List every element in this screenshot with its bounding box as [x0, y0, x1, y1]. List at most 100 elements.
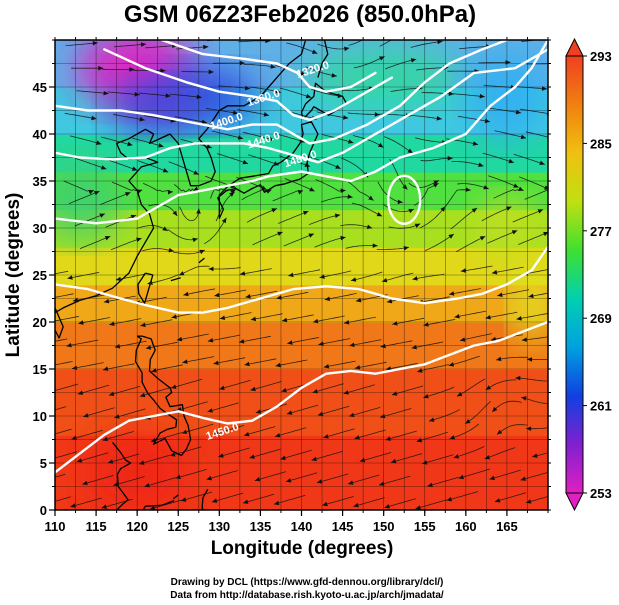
streamline-19: [175, 469, 207, 479]
streamline-arrow-202: [347, 194, 353, 199]
streamline-139: [183, 288, 216, 296]
streamline-arrow-3: [149, 505, 156, 510]
streamline-31: [76, 452, 109, 463]
streamline-37: [280, 449, 312, 460]
streamline-arrow-294: [410, 58, 417, 63]
streamline-183: [167, 229, 198, 241]
streamline-50: [212, 425, 245, 435]
streamline-126: [250, 313, 283, 321]
streamline-198: [179, 206, 200, 222]
streamline-arrow-36: [249, 454, 255, 459]
streamline-arrow-111: [239, 339, 245, 344]
streamline-arrow-243: [206, 144, 212, 149]
streamline-197: [148, 204, 178, 217]
streamline-arrow-65: [207, 408, 213, 413]
streamline-78: [139, 387, 172, 397]
streamline-arrow-99: [354, 365, 361, 370]
streamline-266: [458, 115, 491, 123]
coastline-13: [142, 499, 175, 510]
streamline-arrow-40: [390, 458, 397, 464]
streamline-arrow-186: [303, 210, 309, 216]
streamline-85: [391, 385, 424, 396]
streamline-arrow-291: [300, 71, 306, 76]
streamline-arrow-82: [281, 387, 287, 393]
streamline-arrow-301: [140, 42, 147, 47]
streamline-80: [219, 379, 251, 390]
streamline-307: [317, 43, 350, 50]
streamline-135: [55, 293, 74, 298]
streamline-arrow-24: [348, 480, 354, 485]
streamline-256: [112, 114, 145, 121]
streamline-arrow-26: [427, 482, 433, 488]
streamline-128: [312, 315, 345, 323]
streamline-122: [109, 318, 142, 326]
streamline-arrow-124: [171, 314, 177, 319]
streamline-51: [243, 426, 276, 436]
streamline-arrow-166: [136, 237, 142, 242]
streamline-arrow-121: [78, 320, 84, 325]
streamline-arrow-140: [214, 292, 220, 298]
streamline-arrow-277: [337, 93, 343, 99]
streamline-294: [384, 58, 417, 70]
streamline-232: [310, 156, 341, 170]
x-tick-label-11: 165: [496, 519, 518, 534]
streamline-arrow-211: [136, 189, 143, 194]
streamline-30: [55, 451, 78, 459]
streamline-3: [149, 499, 182, 510]
streamline-arrow-17: [113, 481, 119, 487]
streamline-arrow-142: [276, 295, 282, 300]
streamline-170: [252, 231, 283, 246]
streamline-arrow-19: [175, 474, 181, 480]
streamline-arrow-178: [543, 231, 548, 237]
streamline-arrow-106: [66, 342, 72, 348]
streamline-arrow-199: [230, 189, 236, 195]
coastline-8: [198, 257, 205, 264]
streamline-arrow-39: [359, 457, 366, 463]
streamline-176: [455, 235, 486, 253]
streamline-246: [273, 132, 306, 143]
streamline-120: [55, 316, 80, 322]
streamline-arrow-130: [392, 321, 398, 326]
streamline-115: [380, 340, 413, 348]
streamline-188: [340, 224, 373, 229]
streamline-arrow-307: [343, 46, 350, 52]
streamline-130: [392, 317, 425, 325]
streamline-arrow-262: [343, 115, 349, 120]
streamline-arrow-265: [436, 116, 442, 121]
streamline-36: [249, 448, 281, 459]
streamline-arrow-67: [286, 410, 293, 415]
streamline-arrow-154: [178, 271, 185, 276]
streamline-143: [324, 293, 357, 301]
streamline-23: [316, 473, 349, 484]
streamline-0: [55, 496, 71, 502]
streamline-86: [423, 386, 455, 398]
y-tick-label-7: 35: [33, 174, 47, 189]
streamline-61: [83, 407, 115, 418]
streamline-arrow-131: [423, 322, 429, 327]
streamline-arrow-312: [517, 35, 522, 40]
streamline-arrow-15: [33, 480, 39, 486]
streamline-arrow-206: [465, 187, 471, 192]
streamline-arrow-219: [397, 199, 403, 205]
streamline-106: [66, 339, 99, 347]
streamline-113: [318, 338, 351, 345]
streamline-302: [145, 45, 178, 49]
streamline-arrow-54: [354, 435, 360, 440]
streamline-arrow-255: [91, 115, 97, 121]
streamline-2: [101, 498, 133, 509]
streamline-280: [421, 92, 454, 95]
streamline-arrow-171: [308, 233, 314, 238]
streamline-arrow-237: [508, 158, 514, 164]
streamline-250: [415, 137, 448, 144]
streamline-1: [70, 497, 102, 508]
streamline-arrow-118: [490, 336, 497, 342]
colorbar-bar: [565, 55, 584, 494]
streamline-223: [519, 176, 548, 190]
streamline-168: [173, 249, 205, 255]
streamline-314: [552, 40, 584, 43]
streamline-arrow-289: [239, 60, 245, 66]
streamline-27: [458, 468, 490, 479]
streamline-15: [55, 473, 66, 478]
streamline-arrow-240: [96, 140, 102, 145]
streamline-138: [134, 296, 167, 304]
